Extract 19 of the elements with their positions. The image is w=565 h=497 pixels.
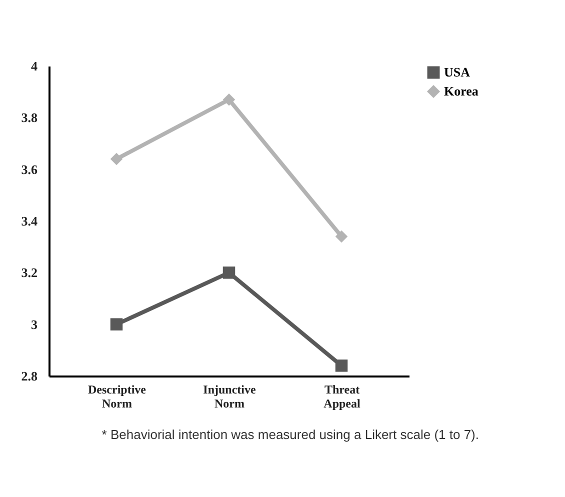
point — [110, 318, 123, 330]
y-tick-label: 3.4 — [21, 214, 38, 228]
point — [335, 230, 348, 243]
x-tick-label: Injunctive Norm — [203, 382, 257, 410]
y-tick-label: 4 — [31, 58, 38, 74]
point — [222, 266, 236, 279]
legend-label: Korea — [444, 84, 479, 98]
point — [335, 360, 348, 372]
x-tick-label: Descriptive Norm — [88, 382, 147, 410]
x-tick-label: Threat Appeal — [324, 382, 361, 410]
y-tick-label: 3.2 — [21, 265, 38, 280]
text: * Behaviorial intention was measured using a Likert scale (1 to 7). — [102, 427, 479, 442]
y-tick-label: 3.6 — [21, 162, 38, 177]
y-tick-label: 3.8 — [21, 110, 38, 126]
point — [110, 152, 123, 166]
y-tick-label: 2.8 — [21, 368, 38, 384]
point — [222, 93, 236, 106]
legend-label: USA — [444, 64, 471, 80]
y-tick-label: 3 — [31, 316, 38, 332]
